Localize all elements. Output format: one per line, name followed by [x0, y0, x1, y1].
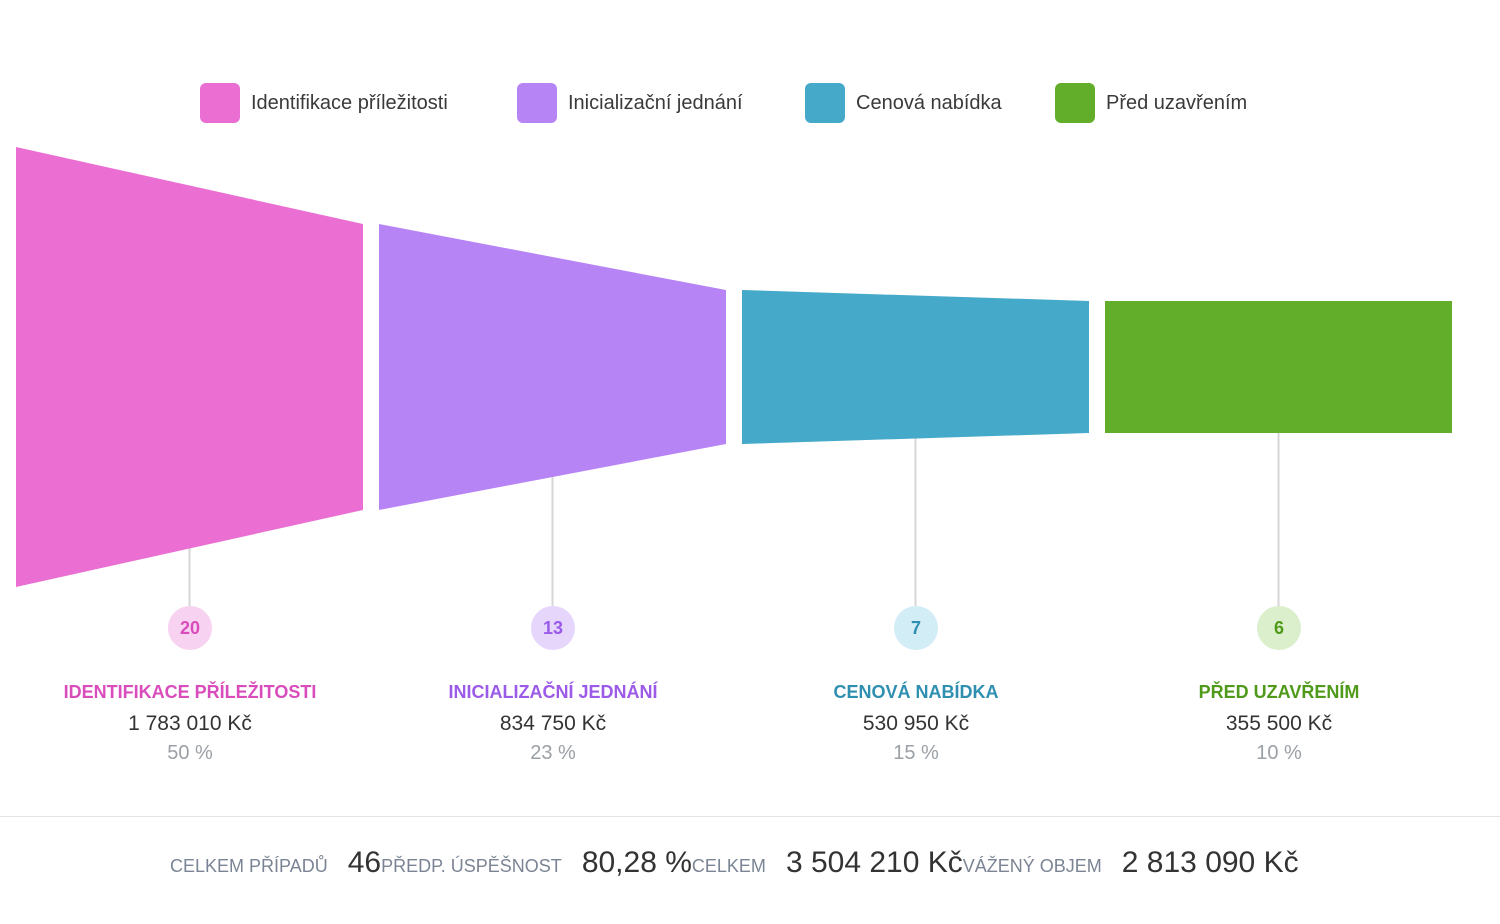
- stage-name: PŘED UZAVŘENÍM: [1198, 682, 1360, 702]
- summary-bar: Celkem případů 46 Předp. úspěšnost 80,28…: [170, 846, 1299, 896]
- legend-swatch-cenova: [805, 83, 845, 123]
- stage-percent: 50 %: [167, 742, 213, 764]
- legend-item-cenova[interactable]: Cenová nabídka: [805, 78, 1002, 128]
- summary-divider: [0, 816, 1500, 817]
- legend-item-identifikace[interactable]: Identifikace příležitosti: [200, 78, 448, 128]
- funnel-chart: [16, 147, 1452, 606]
- total-cases-label: Celkem případů: [170, 856, 328, 876]
- weighted-volume-value: 2 813 090 Kč: [1121, 846, 1299, 879]
- legend-label-pred-uzavrenim: Před uzavřením: [1106, 91, 1248, 114]
- stage-percent: 23 %: [530, 742, 576, 764]
- stage-amount: 355 500 Kč: [1225, 712, 1333, 735]
- stage-label-cenova: 7 CENOVÁ NABÍDKA 530 950 Kč 15 %: [746, 606, 1086, 765]
- legend-item-inicializacni[interactable]: Inicializační jednání: [517, 78, 743, 128]
- stage-amount: 530 950 Kč: [862, 712, 970, 735]
- stage-amount: 1 783 010 Kč: [128, 712, 252, 735]
- stage-count-badge: 20: [168, 606, 212, 650]
- stage-count-badge: 7: [894, 606, 938, 650]
- stage-name: IDENTIFIKACE PŘÍLEŽITOSTI: [63, 682, 317, 702]
- funnel-segment-1[interactable]: [16, 147, 363, 587]
- stage-count-badge: 13: [531, 606, 575, 650]
- success-rate-value: 80,28 %: [581, 846, 692, 879]
- total-amount-value: 3 504 210 Kč: [785, 846, 963, 879]
- funnel-segment-3[interactable]: [742, 290, 1089, 444]
- stage-amount: 834 750 Kč: [499, 712, 607, 735]
- stage-name: CENOVÁ NABÍDKA: [833, 682, 999, 702]
- total-amount-label: Celkem: [691, 856, 766, 876]
- legend-item-pred-uzavrenim[interactable]: Před uzavřením: [1055, 78, 1247, 128]
- stage-label-identifikace: 20 IDENTIFIKACE PŘÍLEŽITOSTI 1 783 010 K…: [20, 606, 360, 765]
- legend-swatch-identifikace: [200, 83, 240, 123]
- stage-percent: 15 %: [893, 742, 939, 764]
- stage-percent: 10 %: [1256, 742, 1302, 764]
- legend-label-identifikace: Identifikace příležitosti: [251, 91, 448, 114]
- success-rate-label: Předp. úspěšnost: [381, 856, 562, 876]
- chart-legend: Identifikace příležitosti Inicializační …: [0, 78, 1500, 128]
- stage-name: INICIALIZAČNÍ JEDNÁNÍ: [448, 682, 658, 702]
- legend-swatch-inicializacni: [517, 83, 557, 123]
- funnel-segment-2[interactable]: [379, 224, 726, 510]
- legend-swatch-pred-uzavrenim: [1055, 83, 1095, 123]
- total-cases-value: 46: [347, 846, 382, 879]
- stage-label-pred-uzavrenim: 6 PŘED UZAVŘENÍM 355 500 Kč 10 %: [1109, 606, 1449, 765]
- stage-label-inicializacni: 13 INICIALIZAČNÍ JEDNÁNÍ 834 750 Kč 23 %: [383, 606, 723, 765]
- funnel-segment-4[interactable]: [1105, 301, 1452, 433]
- legend-label-inicializacni: Inicializační jednání: [568, 91, 743, 114]
- legend-label-cenova: Cenová nabídka: [856, 91, 1002, 114]
- stage-count-badge: 6: [1257, 606, 1301, 650]
- weighted-volume-label: Vážený objem: [962, 856, 1102, 876]
